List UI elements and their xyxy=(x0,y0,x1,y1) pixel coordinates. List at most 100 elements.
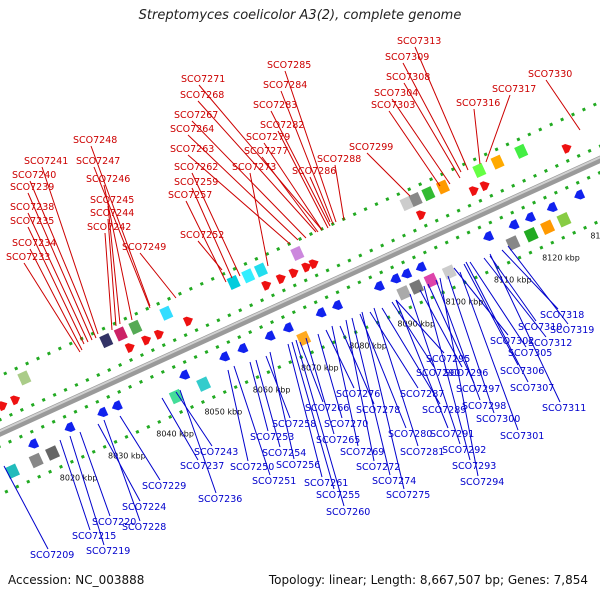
reverse-gene-arrow xyxy=(390,273,402,284)
forward-gene-label: SCO7308 xyxy=(386,72,430,83)
reverse-gene-label: SCO7229 xyxy=(142,481,186,492)
forward-gene-leader xyxy=(280,90,334,225)
reverse-gene-arrow xyxy=(264,330,276,341)
ruler-label: 8080 kbp xyxy=(349,341,387,350)
reverse-gene-arrow-shape xyxy=(28,438,40,449)
lane-border-0 xyxy=(0,100,600,378)
forward-gene-block xyxy=(514,143,529,159)
forward-gene-leader xyxy=(402,62,462,173)
reverse-gene-block-shape xyxy=(45,445,61,461)
reverse-gene-label: SCO7228 xyxy=(122,522,166,533)
reverse-gene-block xyxy=(296,330,312,347)
forward-gene-label: SCO7284 xyxy=(263,80,307,91)
reverse-gene-block xyxy=(505,235,521,251)
ruler-label: 8110 kbp xyxy=(494,276,532,285)
forward-gene-leader xyxy=(187,154,291,245)
reverse-gene-label: SCO7295 xyxy=(426,354,470,365)
reverse-gene-leader xyxy=(325,329,355,389)
reverse-gene-leader xyxy=(463,263,519,366)
reverse-gene-label: SCO7278 xyxy=(356,405,400,416)
reverse-gene-label: SCO7318 xyxy=(540,310,584,321)
reverse-gene-label: SCO7294 xyxy=(460,477,504,488)
forward-gene-label: SCO7240 xyxy=(12,170,56,181)
forward-gene-leader xyxy=(197,240,223,271)
reverse-gene-leader xyxy=(469,261,527,348)
forward-gene-block xyxy=(408,191,423,208)
forward-gene-arrow xyxy=(182,316,193,327)
reverse-gene-arrow xyxy=(373,280,385,291)
reverse-gene-block xyxy=(423,272,439,289)
forward-gene-label: SCO7244 xyxy=(90,208,134,219)
forward-gene-arrow xyxy=(301,262,312,273)
forward-gene-arrow xyxy=(415,210,426,221)
reverse-gene-block xyxy=(196,376,212,392)
reverse-gene-label: SCO7215 xyxy=(72,531,116,542)
forward-gene-label: SCO7299 xyxy=(349,142,393,153)
reverse-gene-arrow xyxy=(179,369,191,380)
reverse-gene-leader xyxy=(179,389,217,494)
reverse-gene-leader xyxy=(489,253,561,403)
forward-gene-leader xyxy=(284,70,337,223)
reverse-gene-leader xyxy=(295,339,345,507)
forward-gene-leader xyxy=(191,120,307,239)
reverse-gene-label: SCO7254 xyxy=(262,448,306,459)
reverse-gene-label: SCO7302 xyxy=(490,336,534,347)
map-title: Streptomyces coelicolor A3(2), complete … xyxy=(138,8,462,23)
forward-gene-arrow-shape xyxy=(182,316,193,327)
forward-gene-arrow-shape xyxy=(479,181,490,192)
chromosome-backbone-highlight xyxy=(0,156,600,433)
reverse-gene-arrow xyxy=(483,230,495,242)
forward-gene-leader xyxy=(139,252,177,299)
forward-gene-leader xyxy=(27,226,85,345)
forward-gene-arrow-shape xyxy=(288,268,299,279)
forward-gene-block xyxy=(421,186,436,202)
reverse-gene-leader xyxy=(3,465,49,550)
reverse-gene-arrow xyxy=(64,421,76,432)
forward-gene-leader xyxy=(29,248,83,351)
forward-gene-label: SCO7304 xyxy=(374,88,418,99)
forward-gene-label: SCO7317 xyxy=(492,84,536,95)
reverse-gene-leader xyxy=(395,299,445,354)
reverse-gene-leader xyxy=(269,351,295,460)
reverse-gene-label: SCO7261 xyxy=(304,478,348,489)
forward-gene-label: SCO7233 xyxy=(6,252,50,263)
forward-gene-label: SCO7262 xyxy=(174,162,218,173)
forward-gene-block xyxy=(290,245,305,261)
reverse-gene-arrow-shape xyxy=(415,261,427,272)
ruler-label: 8050 kbp xyxy=(204,407,242,416)
forward-gene-block xyxy=(253,262,268,278)
reverse-gene-leader xyxy=(161,397,199,461)
reverse-gene-leader xyxy=(409,293,461,445)
reverse-gene-arrow-shape xyxy=(332,299,344,310)
forward-gene-leader xyxy=(90,145,151,307)
forward-gene-leader xyxy=(485,94,511,163)
forward-gene-leader xyxy=(41,166,99,335)
forward-gene-leader xyxy=(23,262,81,353)
forward-gene-block-shape xyxy=(128,319,143,335)
reverse-gene-label: SCO7219 xyxy=(86,546,130,557)
reverse-gene-label: SCO7220 xyxy=(92,517,136,528)
forward-gene-leader xyxy=(391,98,451,185)
reverse-gene-arrow-shape xyxy=(401,268,413,279)
forward-gene-block xyxy=(241,268,256,284)
reverse-gene-block-shape xyxy=(540,219,556,235)
forward-gene-leader xyxy=(103,184,133,321)
reverse-gene-block xyxy=(540,219,556,235)
forward-gene-block-shape xyxy=(253,262,268,278)
reverse-gene-arrow-shape xyxy=(525,211,536,222)
forward-gene-arrow-shape xyxy=(301,262,312,273)
reverse-gene-leader xyxy=(59,439,91,531)
forward-gene-arrow xyxy=(308,259,319,270)
forward-gene-arrow xyxy=(288,268,299,279)
forward-gene-label: SCO7263 xyxy=(170,144,214,155)
forward-gene-arrow xyxy=(10,395,21,406)
forward-gene-label: SCO7238 xyxy=(10,202,54,213)
forward-gene-leader xyxy=(197,100,317,233)
reverse-gene-label: SCO7312 xyxy=(528,338,572,349)
reverse-gene-arrow-shape xyxy=(546,201,558,213)
forward-gene-leader xyxy=(107,205,121,325)
reverse-gene-label: SCO7266 xyxy=(305,403,349,414)
reverse-gene-arrow xyxy=(282,322,294,333)
forward-gene-leader xyxy=(249,172,269,267)
